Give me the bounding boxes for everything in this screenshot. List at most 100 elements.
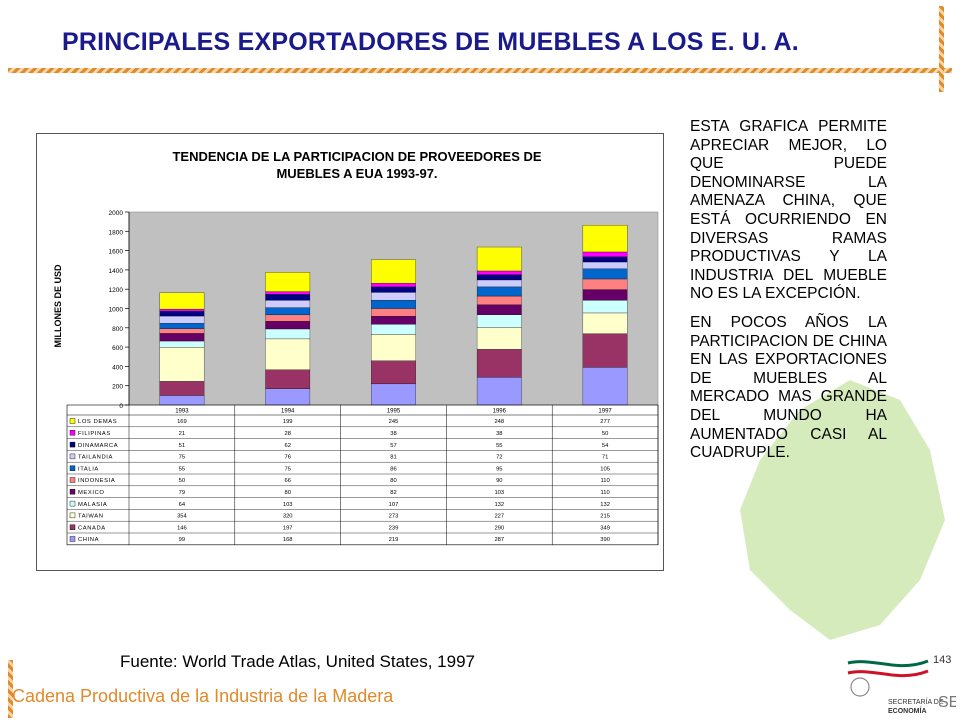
table-value-cell: 168 xyxy=(283,537,293,543)
table-value-cell: 28 xyxy=(284,431,290,437)
table-value-cell: 199 xyxy=(283,419,293,425)
table-value-cell: 99 xyxy=(179,537,185,543)
x-tick-label: 1995 xyxy=(387,409,401,415)
bar-segment xyxy=(159,381,205,396)
table-value-cell: 82 xyxy=(390,490,396,496)
x-tick-label: 1996 xyxy=(493,409,507,415)
bar-segment xyxy=(371,300,416,309)
legend-series-name: MEXICO xyxy=(78,490,104,496)
y-tick-label: 600 xyxy=(112,345,123,352)
header-rope-right xyxy=(939,6,944,92)
bar-segment xyxy=(371,292,416,301)
commentary-paragraph-1: ESTA GRAFICA PERMITE APRECIAR MEJOR, LO … xyxy=(690,118,887,303)
legend-series-name: TAIWAN xyxy=(78,514,104,520)
axes-group: 0 200 400 600 800 1000 1200 1400 1600 1800 2000 xyxy=(109,210,130,410)
table-value-cell: 277 xyxy=(600,419,610,425)
table-value-cell: 55 xyxy=(179,466,185,472)
legend-swatch xyxy=(69,500,76,507)
table-value-cell: 132 xyxy=(600,502,610,508)
logo-flag-stripes xyxy=(847,659,929,668)
table-value-cell: 79 xyxy=(179,490,185,496)
logo-mark: SE xyxy=(938,694,956,711)
table-value-cell: 390 xyxy=(600,537,610,543)
legend-swatch xyxy=(69,441,76,448)
bar-segment xyxy=(582,300,628,314)
bar-segment xyxy=(582,256,628,263)
data-table-group: 1993 1994 1995 1996 1997 LOS DEMAS 169 199 245 24… xyxy=(66,404,659,546)
x-tick-label: 1997 xyxy=(598,409,612,415)
table-value-cell: 245 xyxy=(389,419,399,425)
legend-series-name: FILIPINAS xyxy=(78,431,111,437)
bar-segment xyxy=(582,225,628,253)
table-value-cell: 75 xyxy=(179,455,185,461)
bar-segment xyxy=(159,323,205,329)
bar-segment xyxy=(371,259,416,284)
y-tick-label: 1000 xyxy=(109,307,124,314)
table-border xyxy=(66,404,659,546)
footer-rope-left xyxy=(8,660,13,718)
y-tick-label: 1800 xyxy=(109,229,124,236)
bar-segment xyxy=(476,246,522,272)
table-value-cell: 90 xyxy=(496,478,502,484)
legend-swatch xyxy=(69,512,76,519)
source-note: Fuente: World Trade Atlas, United States… xyxy=(120,652,475,671)
table-value-cell: 71 xyxy=(602,455,608,461)
bar-segment xyxy=(476,304,522,315)
table-value-cell: 215 xyxy=(600,514,610,520)
chart-frame: TENDENCIA DE LA PARTICIPACION DE PROVEED… xyxy=(36,133,664,571)
bar-segment xyxy=(582,278,628,290)
bar-segment xyxy=(582,261,628,269)
legend-series-name: DINAMARCA xyxy=(78,443,118,449)
table-value-cell: 50 xyxy=(179,478,185,484)
y-tick-label: 2000 xyxy=(109,210,124,217)
table-value-cell: 354 xyxy=(177,514,187,520)
bar-segment xyxy=(476,314,522,328)
bar-segment xyxy=(159,315,205,324)
commentary-text: ESTA GRAFICA PERMITE APRECIAR MEJOR, LO … xyxy=(690,118,887,473)
bar-segment xyxy=(265,338,311,370)
bar-segment xyxy=(265,272,311,292)
legend-swatch xyxy=(69,524,76,530)
table-value-cell: 80 xyxy=(390,478,396,484)
legend-swatch xyxy=(69,430,76,436)
bar-segment xyxy=(371,286,416,293)
table-value-cell: 227 xyxy=(494,514,504,520)
bar-segment xyxy=(582,333,628,368)
y-tick-label: 800 xyxy=(112,326,123,333)
table-value-cell: 50 xyxy=(602,431,608,437)
legend-swatch xyxy=(69,477,76,483)
bar-segment xyxy=(159,395,205,406)
bar-segment xyxy=(265,291,311,295)
legend-series-name: INDONESIA xyxy=(78,478,115,484)
y-tick-label: 400 xyxy=(112,364,123,371)
bar-segment xyxy=(159,328,205,334)
table-value-cell: 146 xyxy=(177,525,187,531)
bar-segment xyxy=(371,323,416,335)
table-value-cell: 169 xyxy=(177,419,187,425)
map-silhouette xyxy=(740,380,945,640)
chart-title-line-2: MUEBLES A EUA 1993-97. xyxy=(276,166,437,181)
logo-seal-icon xyxy=(850,677,870,697)
page-title: PRINCIPALES EXPORTADORES DE MUEBLES A LO… xyxy=(62,28,799,56)
bars-group xyxy=(159,225,628,406)
legend-swatch xyxy=(69,536,76,542)
logo-text-line-1: SECRETARÍA DE xyxy=(888,697,944,706)
table-value-cell: 107 xyxy=(389,502,399,508)
map-shape xyxy=(740,380,945,640)
table-value-cell: 38 xyxy=(496,431,502,437)
bar-segment xyxy=(265,369,311,389)
y-tick-label: 1200 xyxy=(109,287,124,294)
bar-segment xyxy=(265,328,311,340)
chart-title-line-1: TENDENCIA DE LA PARTICIPACION DE PROVEED… xyxy=(172,149,541,164)
table-value-cell: 273 xyxy=(389,514,399,520)
table-value-cell: 287 xyxy=(494,537,504,543)
legend-series-name: LOS DEMAS xyxy=(78,419,117,425)
footer-title: Cadena Productiva de la Industria de la … xyxy=(12,686,394,706)
bar-segment xyxy=(371,316,416,325)
bar-segment xyxy=(159,347,205,382)
bar-segment xyxy=(476,274,522,281)
table-value-cell: 75 xyxy=(284,466,290,472)
table-value-cell: 248 xyxy=(494,419,504,425)
legend-swatch xyxy=(69,465,76,471)
commentary-paragraph-2: EN POCOS AÑOS LA PARTICIPACION DE CHINA … xyxy=(690,313,887,462)
